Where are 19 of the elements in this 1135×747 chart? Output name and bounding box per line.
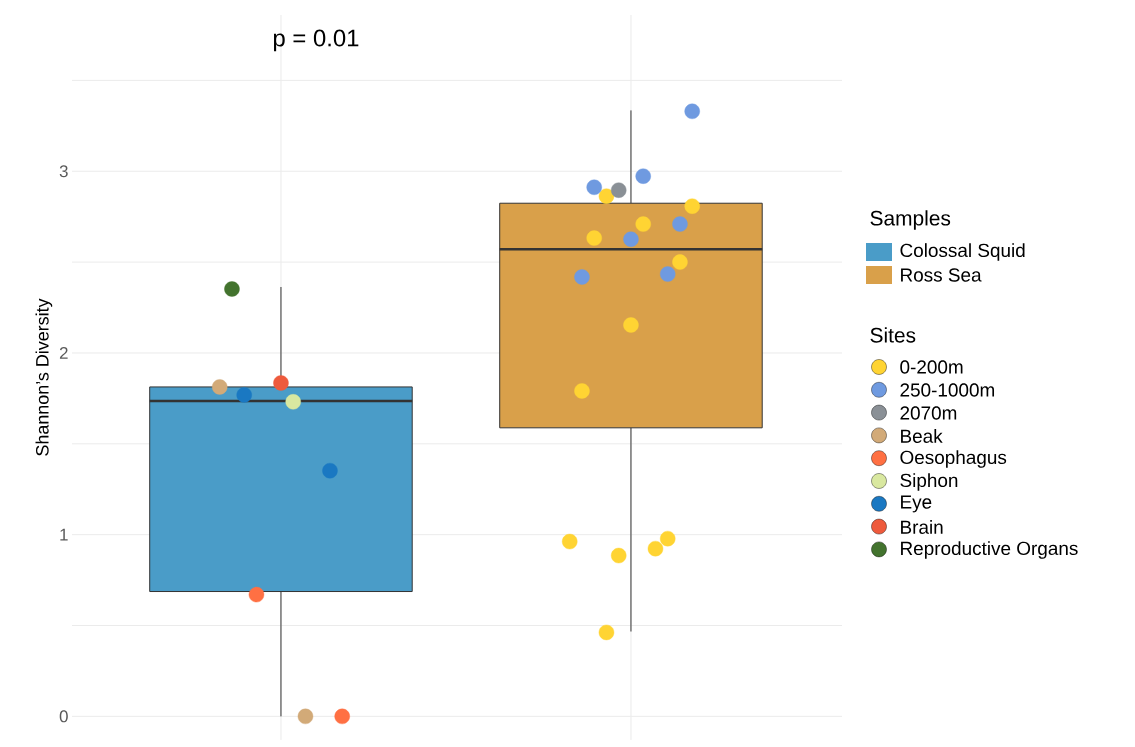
legend-title: Samples bbox=[870, 210, 951, 230]
legend-label: Colossal Squid bbox=[900, 243, 1025, 261]
legend-label: Reproductive Organs bbox=[901, 541, 1078, 559]
legend-label: Siphon bbox=[900, 473, 958, 491]
legend-label: 2070m bbox=[900, 406, 957, 420]
text: Sites bbox=[870, 327, 916, 343]
y-tick-label: 2 bbox=[59, 347, 68, 359]
legend-label: 250-1000m bbox=[900, 383, 995, 397]
legend-label: Brain bbox=[901, 520, 943, 534]
y-axis-title: Shannon’s Diversity bbox=[35, 298, 53, 456]
annotation: p = 0.01 bbox=[273, 29, 359, 52]
legend-label: Ross Sea bbox=[901, 268, 982, 282]
y-tick-label: 1 bbox=[60, 528, 68, 541]
legend-label: 0-200m bbox=[900, 360, 963, 374]
legend-label: Beak bbox=[901, 429, 943, 443]
legend-label: Eye bbox=[901, 495, 932, 513]
y-tick-label: 3 bbox=[59, 165, 68, 178]
legend-label: Oesophagus bbox=[900, 450, 1007, 468]
y-tick-label: 0 bbox=[59, 710, 68, 723]
